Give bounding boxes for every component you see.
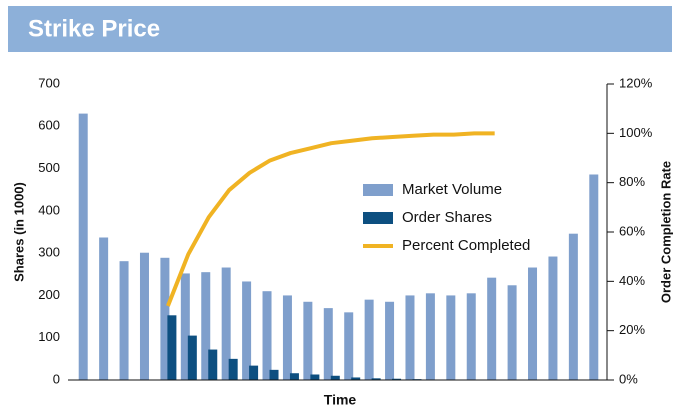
bar <box>282 295 292 380</box>
bar <box>405 295 415 380</box>
y2-tick-label: 60% <box>619 223 645 238</box>
bar <box>167 315 177 380</box>
bar <box>201 272 211 380</box>
y-tick-label: 400 <box>38 202 60 217</box>
bar <box>310 374 320 380</box>
y2-axis-label: Order Completion Rate <box>658 161 673 303</box>
bar <box>344 312 354 380</box>
chart-title: Strike Price <box>28 15 160 42</box>
bar <box>425 293 435 380</box>
bar <box>568 233 578 380</box>
y-tick-label: 700 <box>38 75 60 90</box>
bar <box>269 369 279 380</box>
bar <box>119 261 129 380</box>
bar <box>180 273 190 380</box>
title-banner <box>8 6 672 52</box>
y2-tick-label: 120% <box>619 75 653 90</box>
bar <box>351 377 361 380</box>
bar <box>385 301 395 380</box>
y-tick-label: 100 <box>38 329 60 344</box>
bar <box>392 378 402 380</box>
bar <box>78 113 88 380</box>
legend-swatch <box>363 212 393 224</box>
bar <box>187 335 197 380</box>
y2-tick-label: 80% <box>619 174 645 189</box>
bar <box>548 256 558 380</box>
legend-label: Percent Completed <box>402 237 530 254</box>
bar <box>466 293 476 380</box>
line <box>166 131 495 307</box>
bar <box>289 373 299 380</box>
y2-tick-label: 20% <box>619 322 645 337</box>
y-tick-label: 300 <box>38 245 60 260</box>
legend-swatch <box>363 184 393 196</box>
x-axis-label: Time <box>324 392 357 408</box>
bar <box>262 291 272 380</box>
bar <box>507 285 517 380</box>
bar <box>330 375 340 380</box>
bar <box>487 277 497 380</box>
legend-label: Order Shares <box>402 209 492 226</box>
y2-tick-label: 100% <box>619 125 653 140</box>
y-tick-label: 500 <box>38 160 60 175</box>
bar <box>242 281 252 380</box>
y-axis-label: Shares (in 1000) <box>11 182 26 282</box>
bar <box>160 257 170 380</box>
bar <box>589 174 599 380</box>
legend-label: Market Volume <box>402 181 502 198</box>
y2-tick-label: 0% <box>619 371 638 386</box>
bar <box>371 378 381 380</box>
bar <box>323 308 333 380</box>
bar <box>228 358 238 380</box>
bar <box>303 301 313 380</box>
bar <box>528 267 538 380</box>
bar <box>99 237 109 380</box>
bar <box>249 365 259 380</box>
bar <box>446 295 456 380</box>
bar <box>139 252 149 380</box>
y-tick-label: 0 <box>53 371 60 386</box>
y2-tick-label: 40% <box>619 273 645 288</box>
y-tick-label: 600 <box>38 118 60 133</box>
bar <box>208 349 218 380</box>
y-tick-label: 200 <box>38 287 60 302</box>
bar <box>364 299 374 380</box>
bar <box>221 267 231 380</box>
